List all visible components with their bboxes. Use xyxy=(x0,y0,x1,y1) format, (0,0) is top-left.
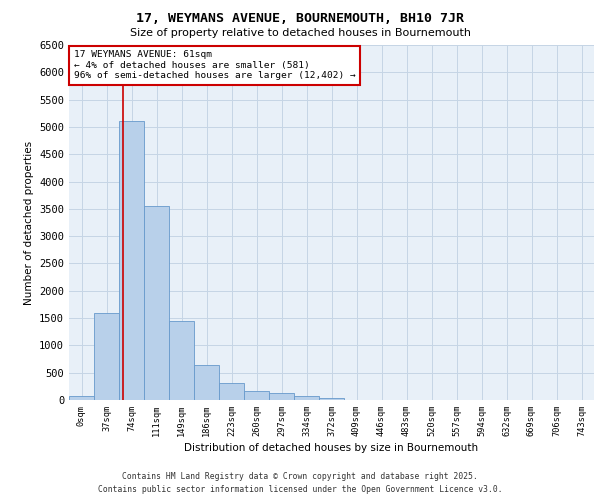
Bar xyxy=(269,394,294,400)
Text: Size of property relative to detached houses in Bournemouth: Size of property relative to detached ho… xyxy=(130,28,470,38)
Bar xyxy=(69,396,94,400)
Text: 17, WEYMANS AVENUE, BOURNEMOUTH, BH10 7JR: 17, WEYMANS AVENUE, BOURNEMOUTH, BH10 7J… xyxy=(136,12,464,26)
Y-axis label: Number of detached properties: Number of detached properties xyxy=(23,140,34,304)
Bar xyxy=(244,392,269,400)
Text: Contains HM Land Registry data © Crown copyright and database right 2025.
Contai: Contains HM Land Registry data © Crown c… xyxy=(98,472,502,494)
Text: 17 WEYMANS AVENUE: 61sqm
← 4% of detached houses are smaller (581)
96% of semi-d: 17 WEYMANS AVENUE: 61sqm ← 4% of detache… xyxy=(74,50,356,80)
Bar xyxy=(294,396,319,400)
Bar xyxy=(319,398,344,400)
Bar xyxy=(94,312,119,400)
Bar xyxy=(169,321,194,400)
Bar xyxy=(119,122,144,400)
X-axis label: Distribution of detached houses by size in Bournemouth: Distribution of detached houses by size … xyxy=(184,444,479,454)
Bar xyxy=(144,206,169,400)
Bar xyxy=(194,364,219,400)
Bar xyxy=(219,383,244,400)
